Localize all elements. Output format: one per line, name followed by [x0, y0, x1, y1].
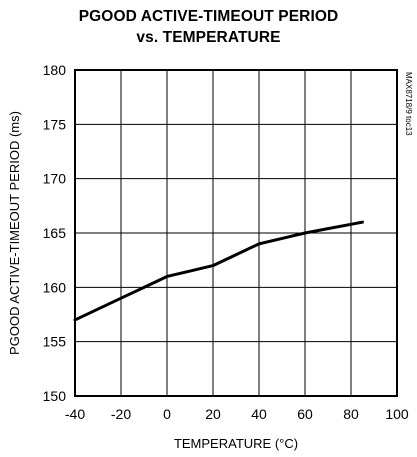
- x-tick-label-4: 40: [251, 406, 267, 422]
- x-tick-label-1: -20: [111, 406, 131, 422]
- chart-title-line-2: vs. TEMPERATURE: [136, 29, 281, 46]
- x-tick-label-2: 0: [163, 406, 171, 422]
- y-tick-label-2: 160: [43, 279, 67, 295]
- series-line-0: [73, 220, 364, 322]
- y-tick-label-6: 180: [43, 62, 67, 78]
- y-tick-label-5: 175: [43, 116, 67, 132]
- x-tick-label-3: 20: [205, 406, 221, 422]
- plot-frame: [74, 69, 398, 397]
- chart-title-line-1: PGOOD ACTIVE-TIMEOUT PERIOD: [78, 8, 339, 25]
- y-tick-label-1: 155: [43, 334, 67, 350]
- x-axis-label: TEMPERATURE (°C): [174, 436, 298, 451]
- y-axis-label: PGOOD ACTIVE-TIMEOUT PERIOD (ms): [7, 111, 22, 355]
- watermark-text: MAX8718/9 toc13: [404, 72, 413, 136]
- y-tick-label-0: 150: [43, 388, 67, 404]
- x-tick-label-5: 60: [297, 406, 313, 422]
- y-tick-label-4: 170: [43, 171, 67, 187]
- y-tick-label-3: 165: [43, 225, 67, 241]
- x-tick-label-6: 80: [343, 406, 359, 422]
- x-tick-label-7: 100: [385, 406, 409, 422]
- x-tick-label-0: -40: [65, 406, 85, 422]
